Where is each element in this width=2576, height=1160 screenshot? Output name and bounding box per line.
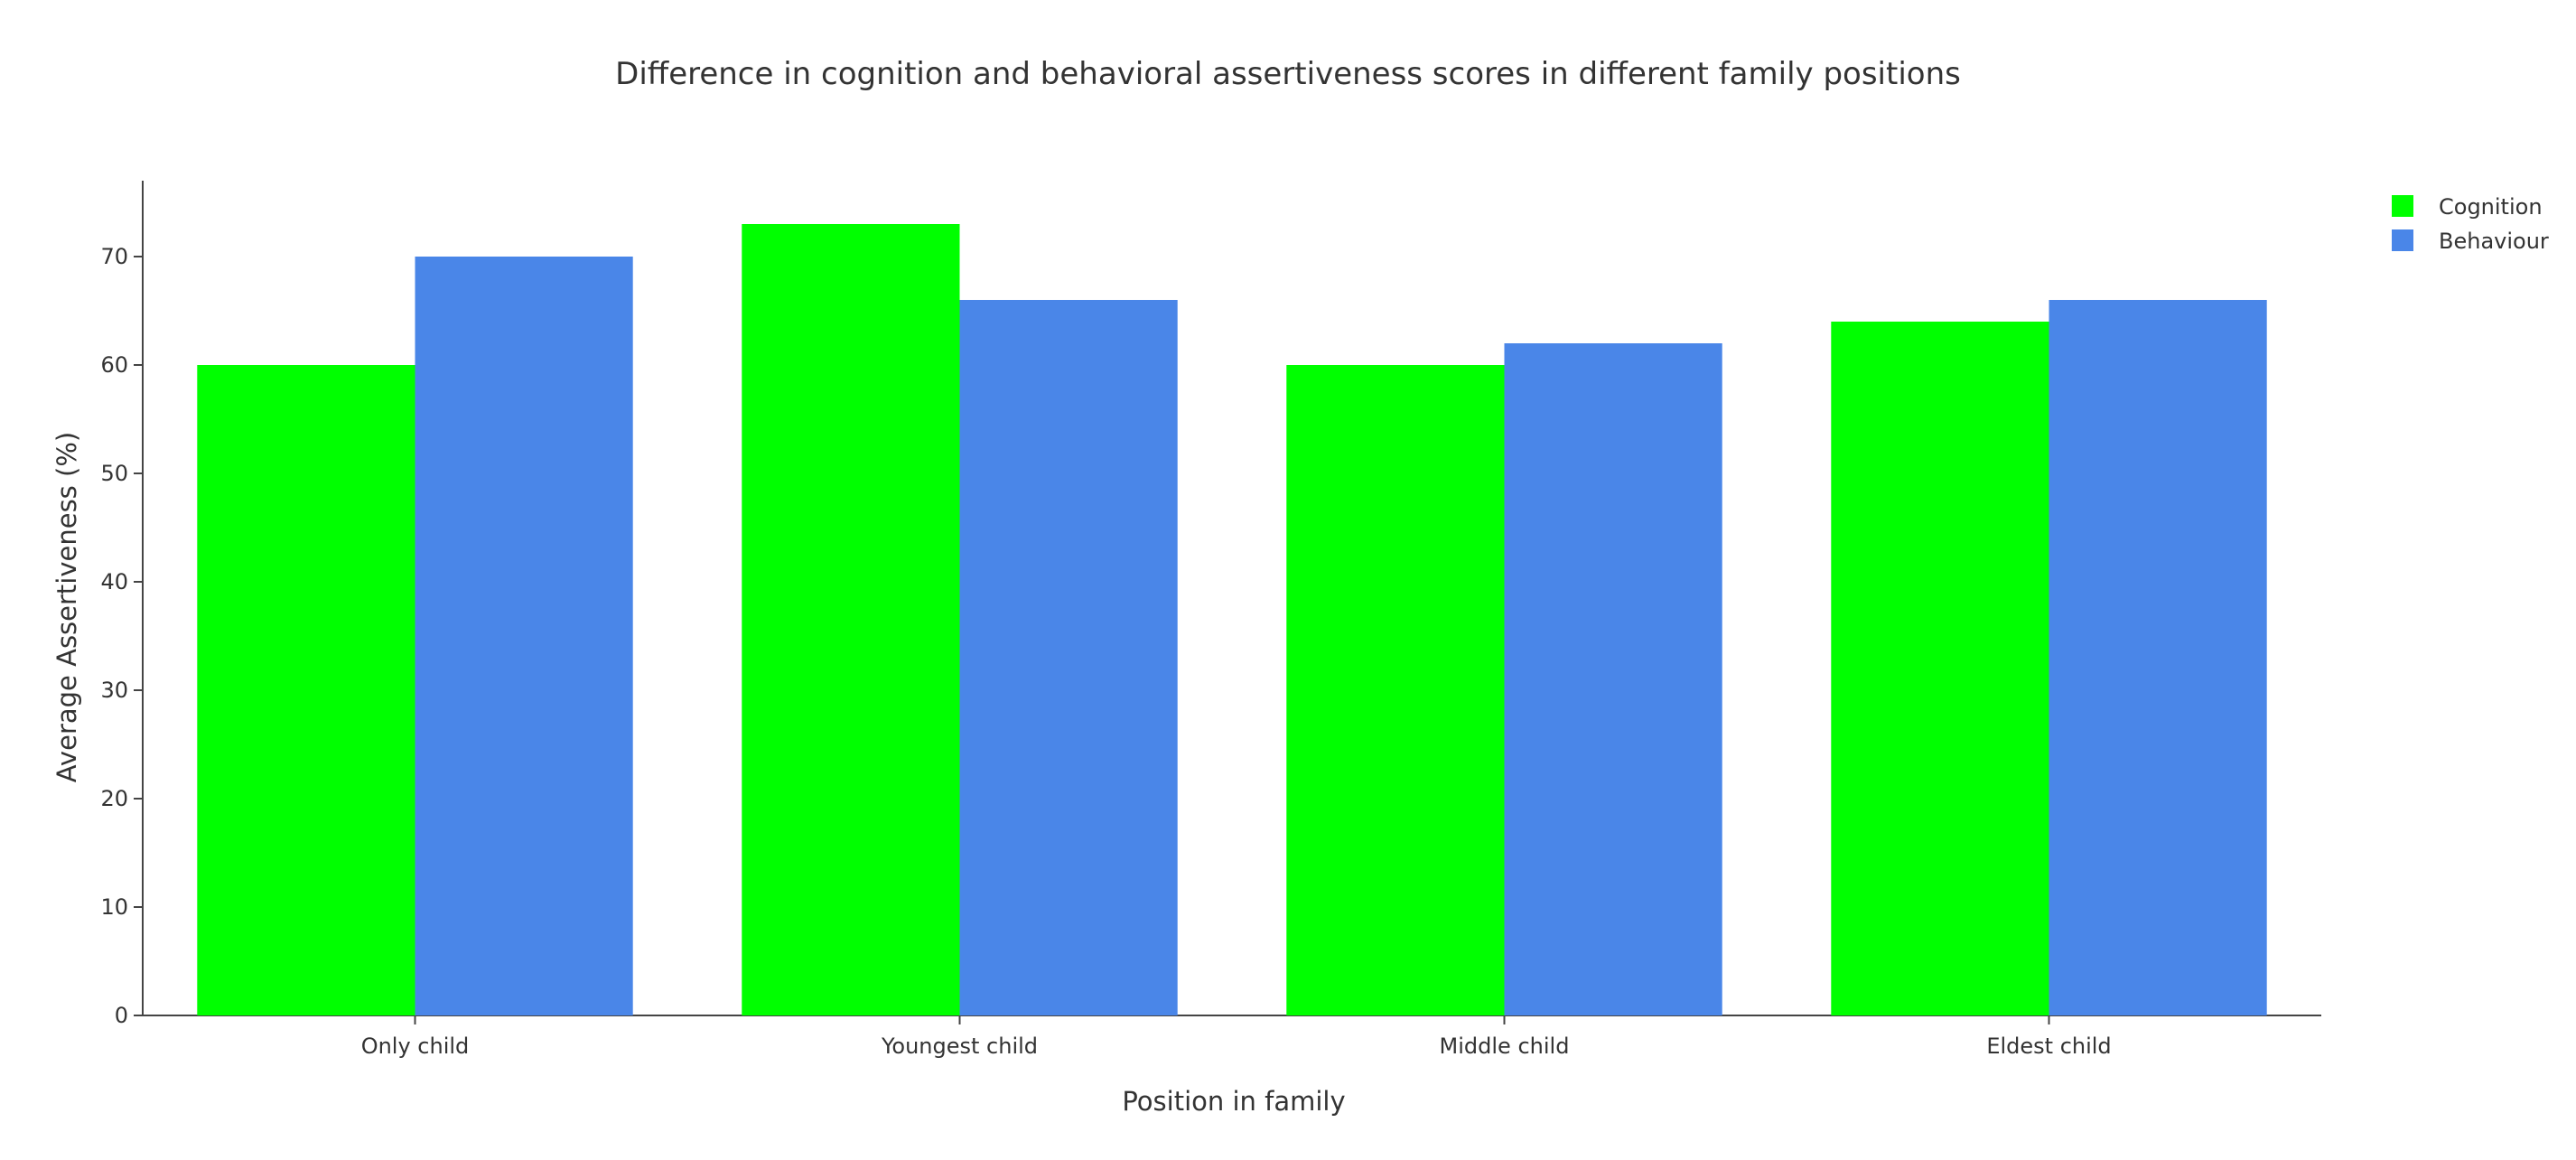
bar-behaviour-1[interactable] — [959, 300, 1178, 1015]
y-axis-title: Average Assertiveness (%) — [51, 432, 82, 782]
bar-cognition-1[interactable] — [742, 224, 960, 1015]
y-tick-label: 10 — [100, 894, 128, 920]
bar-behaviour-0[interactable] — [415, 257, 633, 1015]
x-tick-label: Only child — [361, 1034, 470, 1059]
y-tick-label: 20 — [100, 786, 128, 811]
bar-cognition-0[interactable] — [197, 365, 415, 1015]
legend-swatch — [2392, 229, 2413, 251]
x-axis-title: Position in family — [1122, 1086, 1345, 1117]
chart-title: Difference in cognition and behavioral a… — [615, 56, 1961, 92]
bar-behaviour-3[interactable] — [2049, 300, 2267, 1015]
legend[interactable]: Cognition Behaviour — [2392, 194, 2549, 254]
y-tick-label: 30 — [100, 678, 128, 703]
labels-layer: 0 10 20 30 40 50 60 70 Only child Youngest child M… — [51, 244, 2112, 1117]
legend-item-behaviour[interactable]: Behaviour — [2392, 229, 2549, 254]
y-tick-label: 60 — [100, 352, 128, 378]
x-tick-label: Youngest child — [881, 1034, 1038, 1059]
legend-label: Behaviour — [2439, 229, 2549, 254]
bar-cognition-2[interactable] — [1286, 365, 1505, 1015]
legend-item-cognition[interactable]: Cognition — [2392, 194, 2543, 220]
legend-swatch — [2392, 195, 2413, 217]
bar-behaviour-2[interactable] — [1504, 343, 1722, 1015]
y-tick-label: 40 — [100, 569, 128, 594]
x-tick-label: Eldest child — [1986, 1034, 2111, 1059]
y-tick-label: 50 — [100, 461, 128, 486]
y-tick-label: 70 — [100, 244, 128, 269]
bar-cognition-3[interactable] — [1831, 322, 2049, 1015]
x-tick-label: Middle child — [1440, 1034, 1570, 1059]
legend-label: Cognition — [2439, 194, 2543, 220]
bars-layer — [197, 224, 2267, 1015]
y-tick-label: 0 — [115, 1003, 128, 1028]
